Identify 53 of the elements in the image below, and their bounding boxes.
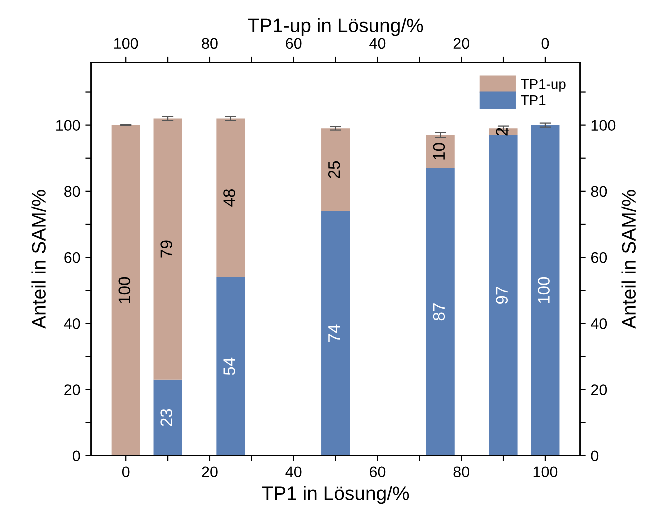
data-label: 100 [118, 277, 131, 304]
bar [216, 118, 246, 278]
x-tick-label: 20 [202, 466, 218, 478]
x-tick-label: 0 [122, 466, 130, 478]
bar [531, 125, 560, 456]
bar [216, 277, 246, 456]
data-label: 100 [538, 277, 550, 304]
data-label: 54 [224, 358, 236, 376]
bar [154, 380, 182, 456]
data-label: 97 [496, 287, 508, 304]
y-tick-label: 100 [56, 120, 80, 132]
bar [426, 168, 455, 456]
data-label: 74 [328, 324, 340, 342]
data-label: 79 [160, 240, 172, 258]
y-axis-title: Anteil in SAM/% [32, 190, 46, 329]
data-label: 25 [328, 161, 340, 178]
data-label: 23 [160, 409, 172, 426]
y2-tick-label: 80 [591, 186, 608, 198]
bar [322, 128, 350, 212]
x-tick-label: 40 [286, 466, 302, 478]
y2-tick-label: 20 [591, 384, 608, 396]
x-axis-title: TP1 in Lösung/% [262, 486, 410, 504]
y2-tick-label: 60 [591, 252, 608, 264]
data-label: 2 [496, 128, 508, 136]
bar [322, 211, 350, 456]
y2-tick-label: 100 [592, 120, 616, 132]
bar [489, 135, 518, 456]
data-label: 48 [224, 190, 236, 207]
y-tick-label: 20 [64, 384, 80, 396]
x2-tick-label: 20 [454, 38, 470, 50]
data-label: 87 [433, 304, 446, 321]
x-tick-label: 80 [454, 466, 470, 478]
data-label: 10 [433, 143, 446, 160]
x2-tick-label: 0 [542, 38, 550, 50]
x2-tick-label: 40 [370, 38, 386, 50]
y2-tick-label: 0 [591, 450, 599, 462]
x-tick-label: 100 [534, 466, 558, 478]
y-tick-label: 40 [64, 318, 80, 330]
x2-tick-label: 80 [202, 38, 218, 50]
bar [426, 135, 455, 168]
bar [154, 118, 182, 380]
y-tick-label: 80 [64, 186, 80, 198]
y-tick-label: 0 [72, 450, 80, 462]
x2-tick-label: 100 [114, 38, 138, 50]
x2-axis-title: TP1-up in Lösung/% [248, 18, 424, 36]
y-tick-label: 60 [64, 252, 80, 264]
y2-tick-label: 40 [591, 318, 608, 330]
x2-tick-label: 60 [286, 38, 302, 50]
x-tick-label: 60 [370, 466, 386, 478]
legend-label: TP1-up [521, 79, 566, 92]
legend-label: TP1 [521, 96, 546, 106]
bar [112, 125, 140, 456]
y2-axis-title: Anteil in SAM/% [622, 190, 636, 329]
